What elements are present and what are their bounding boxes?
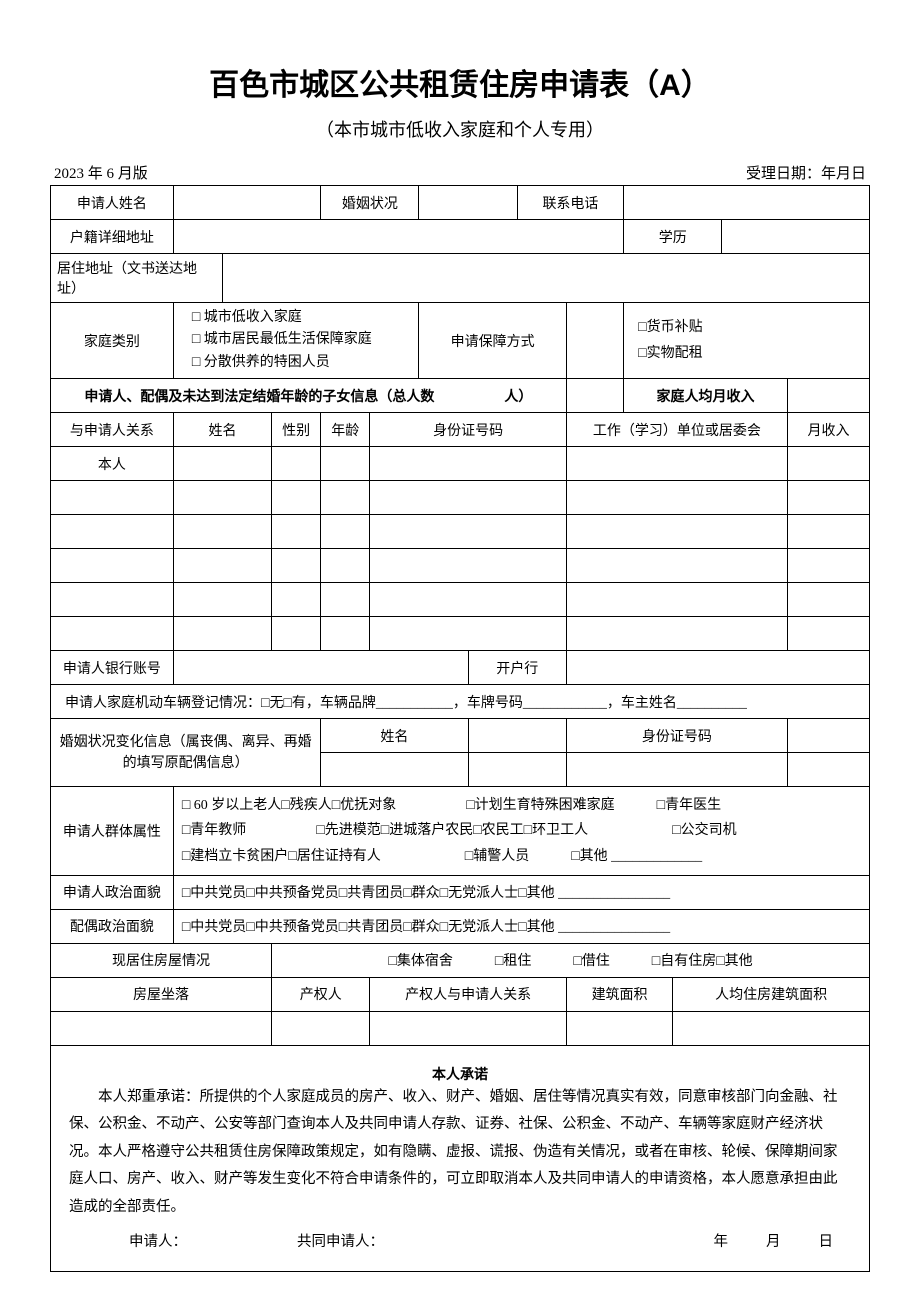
marital-field[interactable] <box>419 186 517 220</box>
edu-label: 学历 <box>624 220 722 254</box>
spouse-politics-label: 配偶政治面貌 <box>51 909 174 943</box>
edu-field[interactable] <box>722 220 870 254</box>
bank-account-field[interactable] <box>173 651 468 685</box>
declaration-title: 本人承诺 <box>51 1064 869 1084</box>
member-sex[interactable] <box>272 447 321 481</box>
residence-label: 居住地址（文书送达地址） <box>51 254 223 303</box>
marital-change-idno-field[interactable] <box>787 719 869 753</box>
avg-income-label: 家庭人均月收入 <box>624 379 788 413</box>
member-row <box>51 617 870 651</box>
member-age[interactable] <box>321 447 370 481</box>
marital-change-name-field2[interactable] <box>321 753 468 787</box>
bank-name-field[interactable] <box>566 651 869 685</box>
applicant-politics-label: 申请人政治面貌 <box>51 875 174 909</box>
member-income[interactable] <box>787 447 869 481</box>
member-row <box>51 583 870 617</box>
marital-change-name-field[interactable] <box>468 719 566 753</box>
col-unit: 工作（学习）单位或居委会 <box>566 413 787 447</box>
member-row <box>51 549 870 583</box>
housing-detail-row <box>51 1011 870 1045</box>
bank-name-label: 开户行 <box>468 651 566 685</box>
housing-loc-label: 房屋坐落 <box>51 977 272 1011</box>
version-label: 2023 年 6 月版 <box>54 162 148 183</box>
member-name[interactable] <box>173 447 271 481</box>
date-month: 月 <box>766 1229 781 1257</box>
spacer-cell <box>566 379 623 413</box>
members-section-header: 申请人、配偶及未达到法定结婚年龄的子女信息（总人数人） <box>51 379 567 413</box>
main-form-table: 申请人姓名 婚姻状况 联系电话 户籍详细地址 学历 居住地址（文书送达地址） 家… <box>50 185 870 1272</box>
marital-change-field3[interactable] <box>787 753 869 787</box>
member-relation: 本人 <box>51 447 174 481</box>
housing-owner-label: 产权人 <box>272 977 370 1011</box>
member-row: 本人 <box>51 447 870 481</box>
col-age: 年龄 <box>321 413 370 447</box>
member-unit[interactable] <box>566 447 787 481</box>
applicant-name-field[interactable] <box>173 186 320 220</box>
col-idno: 身份证号码 <box>370 413 567 447</box>
vehicle-info[interactable]: 申请人家庭机动车辆登记情况：□无□有，车辆品牌___________，车牌号码_… <box>51 685 870 719</box>
col-sex: 性别 <box>272 413 321 447</box>
current-housing-label: 现居住房屋情况 <box>51 943 272 977</box>
col-relation: 与申请人关系 <box>51 413 174 447</box>
topline: 2023 年 6 月版 受理日期：年月日 <box>50 162 870 183</box>
accept-date-label: 受理日期：年月日 <box>746 162 866 183</box>
marital-change-idno-field2[interactable] <box>566 753 787 787</box>
housing-owner-field[interactable] <box>272 1011 370 1045</box>
signature-applicant-label: 申请人： <box>129 1229 187 1257</box>
marital-change-idno-label: 身份证号码 <box>566 719 787 753</box>
applicant-name-label: 申请人姓名 <box>51 186 174 220</box>
applicant-politics-options[interactable]: □中共党员□中共预备党员□共青团员□群众□无党派人士□其他 __________… <box>173 875 869 909</box>
guarantee-mode-options[interactable]: □货币补贴 □实物配租 <box>624 303 870 379</box>
avg-income-field[interactable] <box>787 379 869 413</box>
phone-field[interactable] <box>624 186 870 220</box>
housing-area-label: 建筑面积 <box>566 977 672 1011</box>
bank-account-label: 申请人银行账号 <box>51 651 174 685</box>
date-year: 年 <box>714 1229 729 1257</box>
housing-loc-field[interactable] <box>51 1011 272 1045</box>
spacer-cell <box>566 303 623 379</box>
page-title: 百色市城区公共租赁住房申请表（A） <box>50 60 870 104</box>
marital-change-field2[interactable] <box>468 753 566 787</box>
marital-label: 婚姻状况 <box>321 186 419 220</box>
current-housing-options[interactable]: □集体宿舍 □租住 □借住 □自有住房□其他 <box>272 943 870 977</box>
hukou-field[interactable] <box>173 220 623 254</box>
member-row <box>51 515 870 549</box>
phone-label: 联系电话 <box>517 186 623 220</box>
page-subtitle: （本市城市低收入家庭和个人专用） <box>50 116 870 142</box>
marital-change-name-label: 姓名 <box>321 719 468 753</box>
housing-relation-label: 产权人与申请人关系 <box>370 977 567 1011</box>
date-day: 日 <box>819 1229 834 1257</box>
member-row <box>51 481 870 515</box>
housing-area-field[interactable] <box>566 1011 672 1045</box>
signature-co-label: 共同申请人： <box>297 1229 384 1257</box>
housing-avg-area-field[interactable] <box>673 1011 870 1045</box>
col-income: 月收入 <box>787 413 869 447</box>
member-idno[interactable] <box>370 447 567 481</box>
spouse-politics-options[interactable]: □中共党员□中共预备党员□共青团员□群众□无党派人士□其他 __________… <box>173 909 869 943</box>
declaration-body: 本人郑重承诺：所提供的个人家庭成员的房产、收入、财产、婚姻、居住等情况真实有效，… <box>51 1084 869 1271</box>
col-name: 姓名 <box>173 413 271 447</box>
family-category-options[interactable]: □ 城市低收入家庭 □ 城市居民最低生活保障家庭 □ 分散供养的特困人员 <box>173 303 419 379</box>
family-category-label: 家庭类别 <box>51 303 174 379</box>
group-attr-label: 申请人群体属性 <box>51 787 174 876</box>
housing-avg-area-label: 人均住房建筑面积 <box>673 977 870 1011</box>
hukou-label: 户籍详细地址 <box>51 220 174 254</box>
group-attr-options[interactable]: □ 60 岁以上老人□残疾人□优抚对象 □计划生育特殊困难家庭 □青年医生 □青… <box>173 787 869 876</box>
housing-relation-field[interactable] <box>370 1011 567 1045</box>
guarantee-mode-label: 申请保障方式 <box>419 303 566 379</box>
marital-change-label: 婚姻状况变化信息（属丧偶、离异、再婚的填写原配偶信息） <box>51 719 321 787</box>
residence-field[interactable] <box>222 254 869 303</box>
